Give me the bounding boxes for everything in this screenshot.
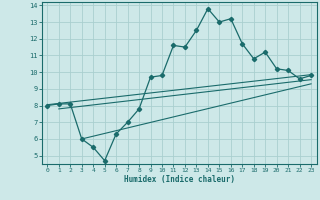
X-axis label: Humidex (Indice chaleur): Humidex (Indice chaleur) xyxy=(124,175,235,184)
